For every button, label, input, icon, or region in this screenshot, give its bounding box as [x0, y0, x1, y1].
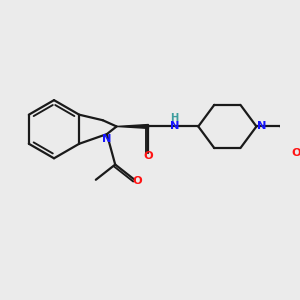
- Text: N: N: [170, 122, 179, 131]
- Text: O: O: [133, 176, 142, 186]
- Text: O: O: [144, 151, 153, 160]
- Text: H: H: [171, 112, 179, 123]
- Polygon shape: [117, 124, 148, 128]
- Text: N: N: [257, 122, 266, 131]
- Text: O: O: [291, 148, 300, 158]
- Text: N: N: [102, 134, 112, 144]
